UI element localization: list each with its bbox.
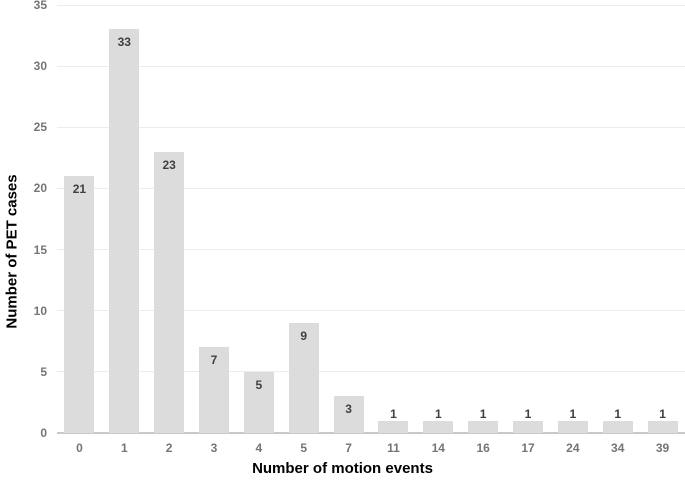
bar-value-label: 3: [345, 402, 352, 417]
y-tick-label: 25: [33, 120, 47, 135]
x-tick-label: 7: [345, 441, 352, 455]
x-tick-label: 5: [300, 441, 308, 455]
x-tick-label: 1: [120, 441, 128, 455]
bar-5: [288, 322, 319, 433]
bar-value-label: 33: [117, 35, 131, 50]
bar-39: [647, 420, 678, 433]
bar-17: [513, 420, 543, 433]
x-tick-label: 4: [255, 441, 263, 455]
x-tick-label: 39: [655, 441, 670, 455]
bar-value-label: 1: [390, 406, 397, 421]
x-tick-label: 0: [76, 441, 83, 455]
bar-value-label: 5: [255, 377, 263, 392]
bar-value-label: 1: [614, 406, 622, 421]
bar-0: [64, 176, 95, 433]
y-tick-label: 30: [33, 59, 47, 74]
y-tick-label: 5: [40, 364, 47, 379]
y-tick-label: 0: [40, 426, 47, 440]
x-tick-label: 16: [476, 441, 490, 455]
y-tick-label: 15: [33, 242, 47, 257]
x-tick-label: 14: [431, 441, 445, 455]
bar-4: [243, 371, 274, 433]
gridline-y-25: [57, 126, 685, 128]
bar-value-label: 1: [479, 406, 487, 421]
gridline-y-15: [57, 249, 685, 251]
x-tick-label: 17: [521, 441, 535, 455]
gridline-y-20: [57, 187, 685, 189]
x-tick-label: 24: [566, 441, 580, 455]
bar-34: [602, 420, 633, 433]
x-axis-title: Number of motion events: [252, 460, 433, 477]
bar-value-label: 7: [210, 353, 218, 368]
bar-3: [199, 347, 229, 433]
gridline-y-10: [57, 310, 685, 312]
bar-16: [468, 420, 499, 433]
x-tick-label: 2: [165, 441, 173, 455]
bar-11: [378, 420, 409, 433]
x-tick-label: 3: [210, 441, 218, 455]
bar-value-label: 1: [569, 406, 577, 421]
bar-2: [154, 151, 185, 433]
gridline-y-30: [57, 65, 685, 67]
bar-value-label: 21: [72, 182, 87, 197]
y-tick-label: 20: [33, 181, 47, 196]
bar-1: [109, 29, 140, 433]
bar-value-label: 23: [162, 157, 176, 172]
bar-7: [333, 396, 364, 433]
bar-value-label: 9: [300, 328, 308, 343]
x-tick-label: 34: [611, 441, 625, 455]
x-axis-baseline: [57, 432, 685, 434]
bar-value-label: 1: [524, 406, 532, 421]
y-tick-label: 10: [33, 303, 47, 318]
bar-value-label: 1: [434, 406, 442, 421]
gridline-y-35: [57, 4, 685, 6]
gridline-y-5: [57, 371, 685, 373]
y-tick-label: 35: [33, 0, 47, 12]
bar-14: [423, 420, 454, 433]
x-tick-label: 11: [387, 441, 400, 455]
bar-value-label: 1: [659, 406, 666, 421]
bar-24: [557, 420, 588, 433]
